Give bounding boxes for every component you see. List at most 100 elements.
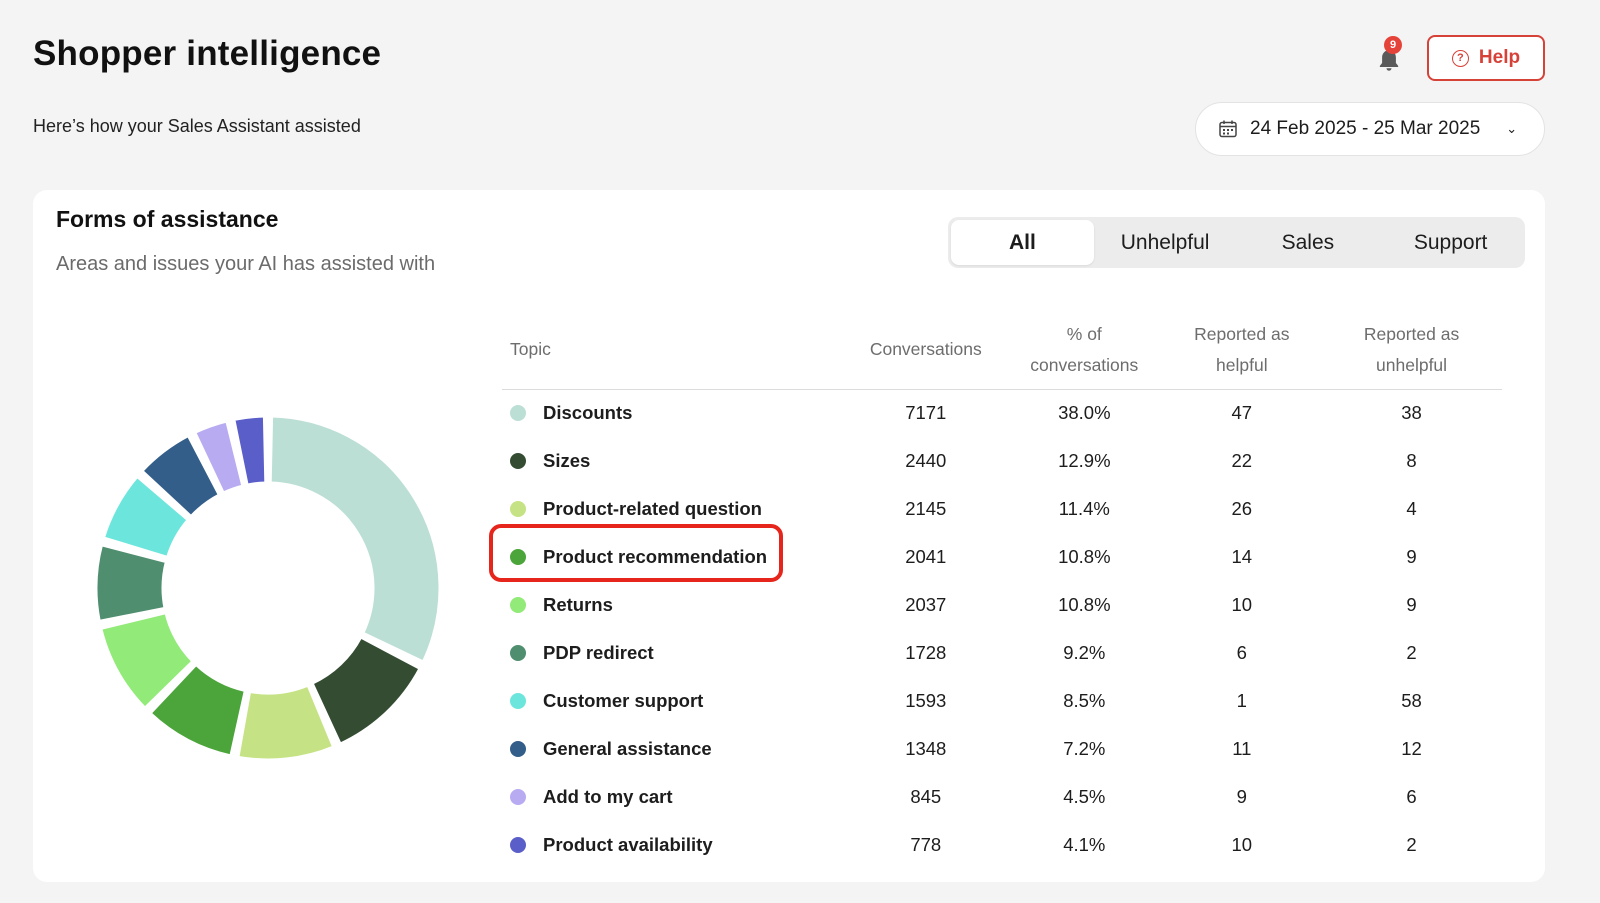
unhelpful-cell: 2	[1406, 834, 1417, 855]
topic-donut-chart	[94, 414, 442, 762]
filter-tabs: All Unhelpful Sales Support	[948, 217, 1525, 268]
helpful-cell: 9	[1236, 786, 1247, 807]
tab-support[interactable]: Support	[1413, 230, 1488, 254]
topic-cell: Add to my cart	[502, 773, 845, 821]
table-row[interactable]: Returns 2037 10.8% 10 9	[502, 581, 1502, 629]
col-pct: % of conversations	[1006, 311, 1163, 390]
table-row[interactable]: Customer support 1593 8.5% 1 58	[502, 677, 1502, 725]
donut-slice[interactable]	[268, 414, 442, 664]
chevron-down-icon: ⌄	[1506, 121, 1518, 136]
date-range-value: 24 Feb 2025 - 25 Mar 2025	[1250, 118, 1481, 139]
topic-label: Add to my cart	[543, 786, 673, 807]
conversations-cell: 1593	[905, 690, 947, 711]
tab-sales[interactable]: Sales	[1281, 230, 1335, 254]
forms-of-assistance-card: Forms of assistance Areas and issues you…	[33, 190, 1545, 882]
legend-dot	[510, 645, 526, 661]
conversations-cell: 1348	[905, 738, 947, 759]
unhelpful-cell: 6	[1406, 786, 1417, 807]
donut-slice[interactable]	[148, 662, 247, 758]
pct-cell: 11.4%	[1058, 498, 1110, 519]
legend-dot	[510, 501, 526, 517]
unhelpful-cell: 38	[1401, 402, 1422, 424]
page-subtitle: Here’s how your Sales Assistant assisted	[33, 116, 361, 136]
helpful-cell: 14	[1231, 546, 1253, 567]
topic-cell: Product recommendation	[502, 533, 845, 581]
date-range-picker[interactable]: 24 Feb 2025 - 25 Mar 2025 ⌄	[1195, 102, 1545, 156]
conversations-cell: 1728	[905, 642, 947, 663]
col-unhelpful: Reported as unhelpful	[1321, 311, 1502, 390]
unhelpful-cell: 9	[1406, 546, 1417, 567]
col-topic: Topic	[502, 311, 846, 390]
topic-label: Sizes	[543, 450, 591, 471]
help-button-label: Help	[1478, 47, 1521, 68]
col-conversations: Conversations	[845, 311, 1007, 390]
helpful-cell: 22	[1231, 450, 1253, 471]
donut-slice[interactable]	[310, 635, 422, 746]
topic-label: Returns	[543, 594, 613, 615]
donut-slice[interactable]	[236, 683, 336, 762]
help-button[interactable]: ? Help	[1427, 35, 1545, 81]
pct-cell: 8.5%	[1063, 690, 1106, 711]
donut-slice[interactable]	[140, 434, 221, 519]
topic-label: Product-related question	[543, 498, 762, 519]
question-circle-icon: ?	[1451, 49, 1469, 67]
topic-label: General assistance	[543, 738, 712, 759]
donut-slice[interactable]	[101, 474, 190, 559]
helpful-cell: 10	[1231, 594, 1253, 615]
donut-slice[interactable]	[193, 419, 245, 495]
table-row[interactable]: PDP redirect 1728 9.2% 6 2	[502, 629, 1502, 677]
table-row[interactable]: Product availability 778 4.1% 10 2	[502, 821, 1502, 869]
topic-label: Discounts	[543, 402, 633, 424]
topic-cell: Customer support	[502, 677, 845, 725]
pct-cell: 10.8%	[1058, 594, 1111, 615]
legend-dot	[510, 789, 526, 805]
card-title: Forms of assistance	[56, 206, 279, 232]
helpful-cell: 6	[1236, 642, 1247, 663]
helpful-cell: 47	[1231, 402, 1253, 424]
topic-cell: General assistance	[502, 725, 845, 773]
unhelpful-cell: 12	[1401, 738, 1422, 759]
unhelpful-cell: 8	[1406, 450, 1417, 471]
conversations-cell: 7171	[905, 402, 947, 424]
donut-slice[interactable]	[232, 414, 268, 487]
topic-cell: Returns	[502, 581, 845, 629]
legend-dot	[510, 741, 526, 757]
pct-cell: 38.0%	[1058, 402, 1111, 424]
helpful-cell: 11	[1232, 738, 1252, 759]
tab-unhelpful[interactable]: Unhelpful	[1120, 230, 1210, 254]
topics-table: Topic Conversations % of conversations Re…	[502, 311, 1502, 869]
calendar-icon	[1219, 120, 1237, 138]
topic-cell: Discounts	[502, 389, 845, 437]
unhelpful-cell: 58	[1401, 690, 1422, 711]
tab-all[interactable]: All	[951, 220, 1094, 265]
table-row[interactable]: General assistance 1348 7.2% 11 12	[502, 725, 1502, 773]
pct-cell: 10.8%	[1058, 546, 1111, 567]
topic-cell: PDP redirect	[502, 629, 845, 677]
legend-dot	[510, 549, 526, 565]
pct-cell: 12.9%	[1058, 450, 1111, 471]
legend-dot	[510, 693, 526, 709]
pct-cell: 9.2%	[1063, 642, 1106, 663]
conversations-cell: 2041	[905, 546, 947, 567]
unhelpful-cell: 2	[1406, 642, 1417, 663]
donut-slice[interactable]	[99, 611, 195, 710]
pct-cell: 7.2%	[1063, 738, 1106, 759]
helpful-cell: 1	[1236, 690, 1247, 711]
conversations-cell: 2145	[905, 498, 947, 519]
legend-dot	[510, 597, 526, 613]
helpful-cell: 26	[1231, 498, 1253, 519]
table-row[interactable]: Product recommendation 2041 10.8% 14 9	[502, 533, 1502, 581]
donut-slice[interactable]	[94, 543, 168, 623]
topic-label: Product availability	[543, 834, 713, 855]
table-row[interactable]: Product-related question 2145 11.4% 26 4	[502, 485, 1502, 533]
table-row[interactable]: Sizes 2440 12.9% 22 8	[502, 437, 1502, 485]
legend-dot	[510, 405, 526, 422]
legend-dot	[510, 837, 526, 853]
table-row[interactable]: Add to my cart 845 4.5% 9 6	[502, 773, 1502, 821]
helpful-cell: 10	[1231, 834, 1253, 855]
unhelpful-cell: 4	[1406, 498, 1417, 519]
conversations-cell: 845	[910, 786, 942, 807]
topic-cell: Product-related question	[502, 485, 845, 533]
table-row[interactable]: Discounts 7171 38.0% 47 38	[502, 389, 1502, 437]
notification-badge: 9	[1384, 36, 1402, 54]
